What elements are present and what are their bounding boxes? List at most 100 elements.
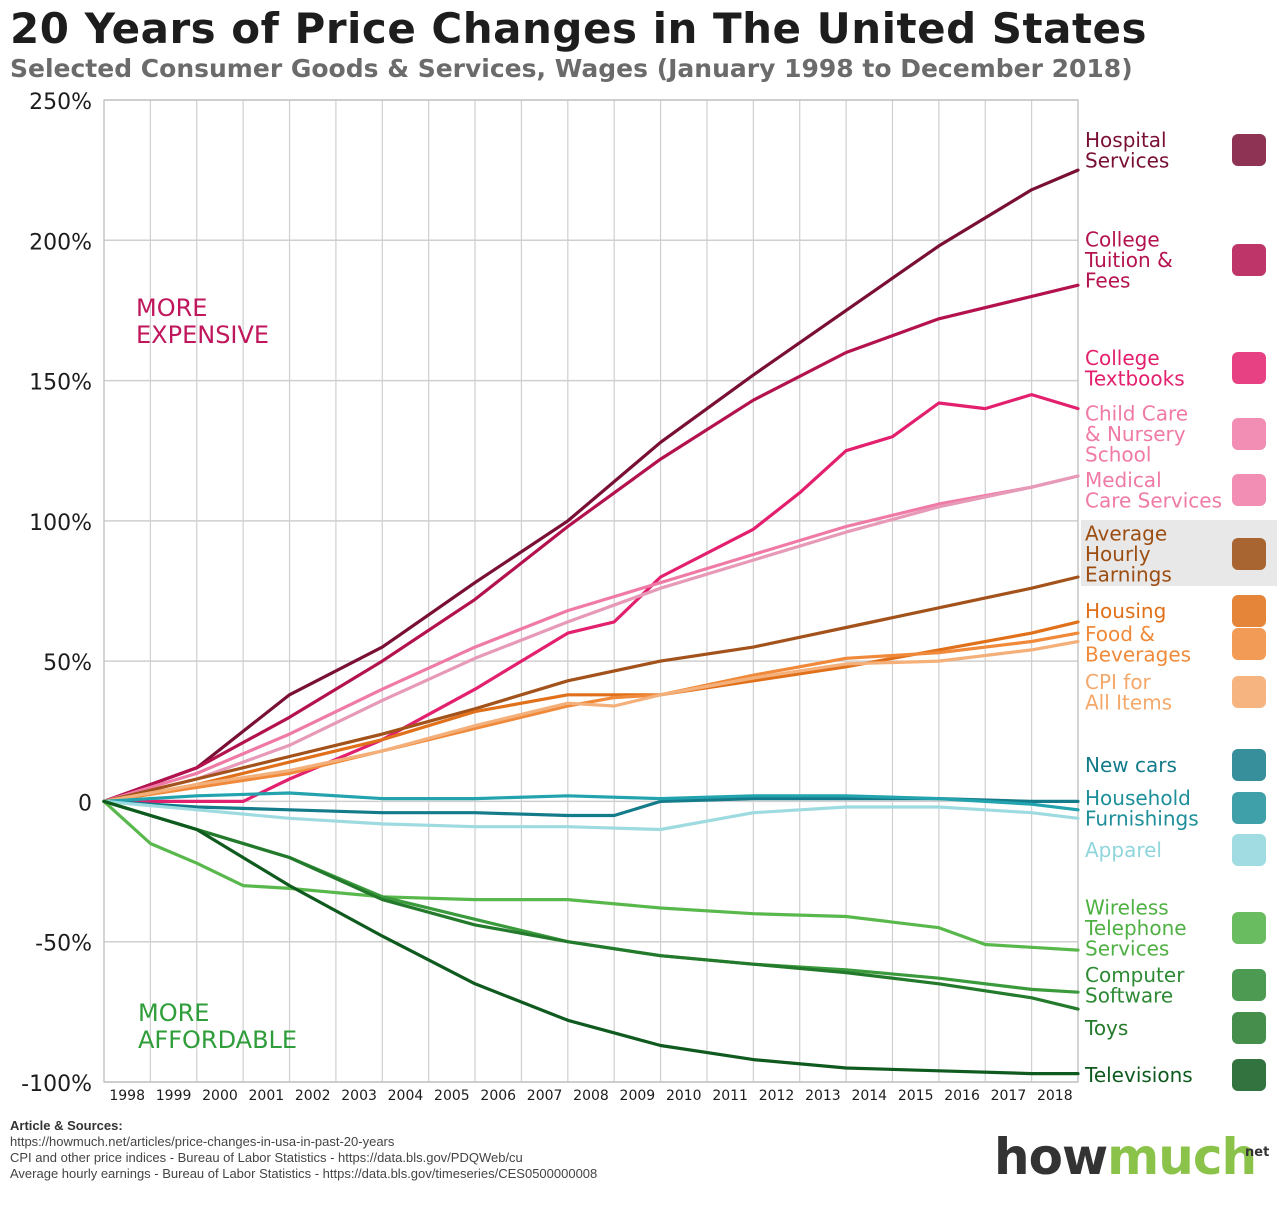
more-expensive-label-line2: EXPENSIVE — [136, 321, 269, 349]
medical-hand-icon-shape — [1232, 474, 1266, 506]
series-label: Housing — [1085, 599, 1166, 623]
x-tick-label: 2015 — [898, 1088, 934, 1104]
y-tick-label: 100% — [29, 511, 92, 536]
dress-icon-shape — [1232, 834, 1266, 866]
clock-dollar-icon — [1232, 538, 1266, 570]
series-line — [102, 639, 1080, 803]
series-label: Average — [1085, 522, 1167, 546]
series-label: Software — [1085, 983, 1173, 1007]
series-label: Computer — [1085, 963, 1185, 987]
series-label: School — [1085, 443, 1151, 467]
series-label: Child Care — [1085, 402, 1188, 426]
series-label: Earnings — [1085, 563, 1172, 587]
series-label: Hospital — [1085, 128, 1167, 152]
series-label: Services — [1085, 148, 1169, 172]
hospital-icon — [1232, 134, 1266, 166]
books-icon — [1232, 352, 1266, 384]
x-tick-label: 2016 — [944, 1088, 980, 1104]
x-tick-label: 2009 — [620, 1088, 656, 1104]
more-expensive-label-line1: MORE — [136, 294, 207, 322]
series-line — [102, 799, 1080, 952]
x-tick-label: 2001 — [249, 1088, 285, 1104]
x-tick-label: 1999 — [156, 1088, 192, 1104]
series-label: Textbooks — [1084, 366, 1185, 390]
series-label: & Nursery — [1085, 422, 1186, 446]
series-line — [102, 799, 1080, 832]
series-label: College — [1085, 228, 1160, 252]
series-label: Apparel — [1085, 838, 1162, 862]
x-tick-label: 2000 — [202, 1088, 238, 1104]
series-label: Tuition & — [1084, 248, 1173, 272]
grid-lines — [103, 99, 1079, 1083]
series-label: Food & — [1085, 622, 1155, 646]
series-label: Toys — [1084, 1016, 1128, 1040]
series-line — [102, 283, 1080, 803]
series-label: Telephone — [1084, 916, 1187, 940]
howmuch-logo[interactable]: howmuch — [994, 1128, 1257, 1186]
food-icon-shape — [1232, 628, 1266, 660]
x-tick-label: 2005 — [434, 1088, 470, 1104]
computer-icon — [1232, 969, 1266, 1001]
series-label: Televisions — [1084, 1063, 1193, 1087]
clock-dollar-icon-shape — [1232, 538, 1266, 570]
y-tick-label: 250% — [29, 90, 92, 115]
logo-how: how — [994, 1128, 1108, 1186]
smartphone-icon-shape — [1232, 912, 1266, 944]
house-icon — [1232, 595, 1266, 627]
more-affordable-label-line2: AFFORDABLE — [138, 1026, 297, 1054]
y-tick-label: -100% — [21, 1072, 92, 1097]
series-line — [102, 168, 1080, 803]
series-label: Fees — [1085, 269, 1130, 293]
y-tick-label: 150% — [29, 371, 92, 396]
series-line — [102, 799, 1080, 994]
y-axis-ticks: 250% 200% 150% 100% 50% 0 -50% -100% — [21, 90, 92, 1097]
series-line — [102, 631, 1080, 803]
furnished-house-icon — [1232, 792, 1266, 824]
x-tick-label: 2002 — [295, 1088, 331, 1104]
smartphone-icon — [1232, 912, 1266, 944]
x-axis-ticks: 1998 1999 2000 2001 2002 2003 2004 2005 2006 2007… — [109, 1088, 1072, 1104]
region-annotations: MORE EXPENSIVE MORE AFFORDABLE — [136, 294, 297, 1054]
x-tick-label: 2012 — [759, 1088, 795, 1104]
food-icon — [1232, 628, 1266, 660]
series-line — [102, 620, 1080, 803]
series-label: Services — [1085, 937, 1169, 961]
series-label: Wireless — [1085, 896, 1169, 920]
price-tag-icon — [1232, 676, 1266, 708]
car-icon-shape — [1232, 749, 1266, 781]
source-link[interactable]: https://howmuch.net/articles/price-chang… — [10, 1134, 395, 1149]
sources-heading: Article & Sources: — [10, 1118, 123, 1133]
y-tick-label: 200% — [29, 230, 92, 255]
series-line — [102, 791, 1080, 812]
x-tick-label: 2006 — [480, 1088, 516, 1104]
series-label: All Items — [1085, 690, 1172, 714]
x-tick-label: 2017 — [991, 1088, 1027, 1104]
television-icon — [1232, 1059, 1266, 1091]
sources-block: Article & Sources: https://howmuch.net/a… — [10, 1118, 597, 1182]
series-label: Beverages — [1085, 642, 1191, 666]
y-tick-label: 50% — [43, 651, 92, 676]
plot-frame — [103, 99, 1079, 1083]
x-tick-label: 2008 — [573, 1088, 609, 1104]
more-affordable-label-line1: MORE — [138, 999, 209, 1027]
family-icon-shape — [1232, 418, 1266, 450]
series-label: Hourly — [1085, 542, 1151, 566]
series-label: CPI for — [1085, 670, 1152, 694]
x-tick-label: 2003 — [341, 1088, 377, 1104]
source-line: CPI and other price indices - Bureau of … — [10, 1150, 523, 1165]
graduation-cap-icon — [1232, 244, 1266, 276]
x-tick-label: 2004 — [388, 1088, 424, 1104]
books-icon-shape — [1232, 352, 1266, 384]
house-icon-shape — [1232, 595, 1266, 627]
series-line — [102, 474, 1080, 803]
series-label: New cars — [1085, 753, 1177, 777]
series-line — [102, 575, 1080, 803]
series-line — [102, 393, 1080, 803]
y-tick-label: -50% — [35, 932, 92, 957]
series-label: Household — [1085, 786, 1191, 810]
chart-title: 20 Years of Price Changes in The United … — [10, 4, 1148, 53]
toys-icon — [1232, 1012, 1266, 1044]
x-tick-label: 2014 — [851, 1088, 887, 1104]
